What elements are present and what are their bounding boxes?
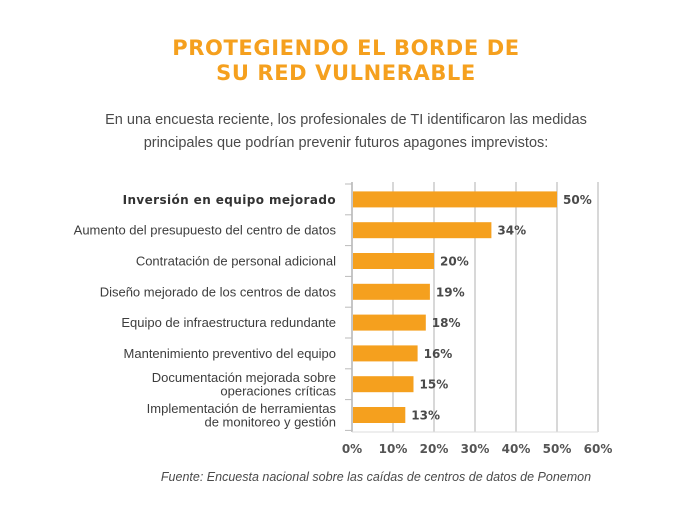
value-label: 16%	[424, 347, 453, 361]
category-label: Equipo de infraestructura redundante	[121, 315, 336, 330]
bar	[353, 253, 434, 269]
bar	[353, 314, 426, 331]
bar	[353, 376, 414, 393]
subtitle-line-1: En una encuesta reciente, los profesiona…	[105, 112, 587, 128]
x-tick-label: 20%	[420, 442, 449, 456]
category-label: Contratación de personal adicional	[136, 254, 336, 269]
category-label: Aumento del presupuesto del centro de da…	[74, 223, 337, 238]
y-axis	[345, 182, 598, 433]
x-tick-label: 60%	[584, 442, 613, 456]
title-line-2: SU RED VULNERABLE	[216, 61, 476, 85]
value-label: 18%	[432, 316, 461, 330]
x-tick-label: 30%	[461, 442, 490, 456]
x-tick-label: 0%	[342, 442, 362, 456]
category-labels: Inversión en equipo mejorado Aumento del …	[74, 193, 337, 429]
bar	[353, 283, 430, 300]
category-label: Diseño mejorado de los centros de datos	[100, 284, 337, 299]
bar	[353, 222, 492, 239]
x-tick-label: 40%	[502, 442, 531, 456]
category-label: Implementación de herramientas de monitor…	[147, 401, 337, 430]
bar	[353, 191, 557, 208]
value-label: 15%	[420, 378, 449, 392]
chart-subtitle: En una encuesta reciente, los profesiona…	[0, 109, 692, 155]
grid-lines	[351, 182, 599, 432]
value-label: 20%	[440, 255, 469, 269]
x-tick-label: 10%	[379, 442, 408, 456]
value-label: 34%	[497, 224, 526, 238]
x-tick-labels: 0% 10% 20% 30% 40% 50% 60%	[342, 442, 613, 456]
subtitle-line-2: principales que podrían prevenir futuros…	[143, 135, 549, 151]
source-note: Fuente: Encuesta nacional sobre las caíd…	[160, 470, 592, 484]
category-label: Mantenimiento preventivo del equipo	[124, 346, 336, 361]
bars	[353, 191, 557, 423]
chart-title: PROTEGIENDO EL BORDE DE SU RED VULNERABL…	[0, 36, 692, 86]
value-labels: 50% 34% 20% 19% 18% 16% 15% 13%	[411, 193, 591, 423]
title-line-1: PROTEGIENDO EL BORDE DE	[172, 36, 520, 60]
value-label: 13%	[411, 409, 440, 423]
value-label: 50%	[563, 193, 592, 207]
category-label: Inversión en equipo mejorado	[123, 193, 336, 207]
bar	[353, 407, 406, 423]
x-tick-label: 50%	[543, 442, 572, 456]
category-label: Documentación mejorada sobre operaciones …	[152, 370, 337, 399]
value-label: 19%	[436, 285, 465, 299]
bar	[353, 345, 418, 362]
